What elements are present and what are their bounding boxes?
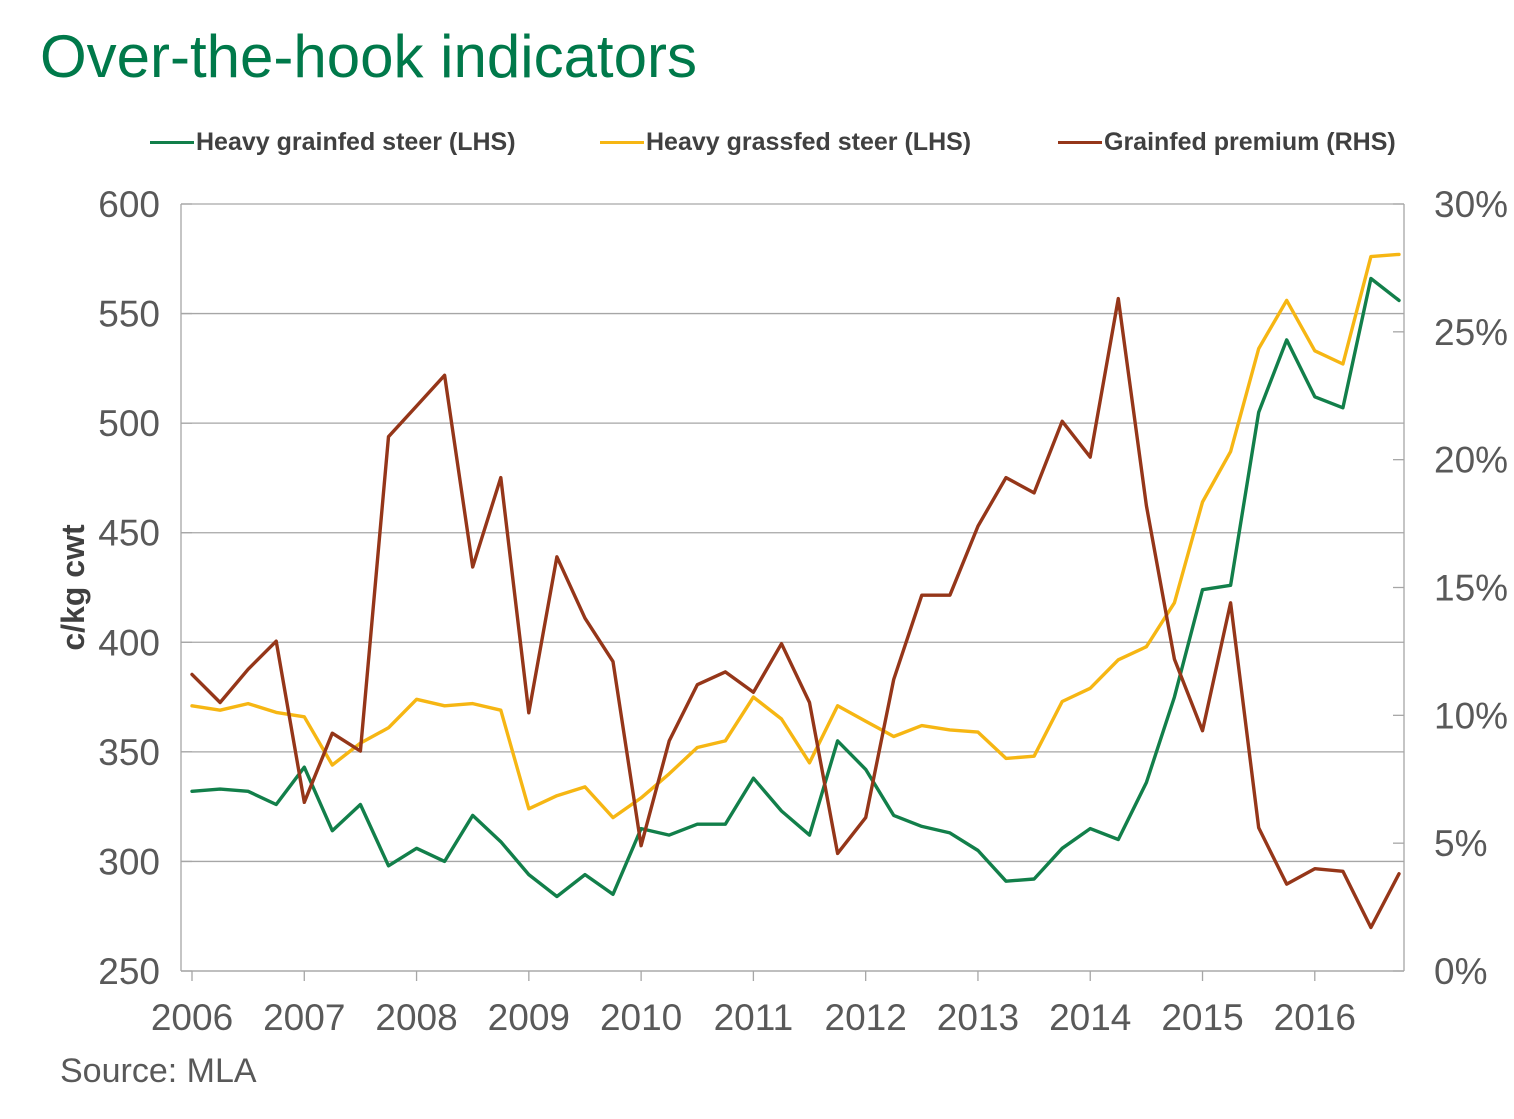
y-tick-label-right: 5%	[1434, 823, 1487, 864]
y-tick-label-left: 300	[98, 841, 160, 882]
x-tick-label: 2014	[1049, 997, 1131, 1038]
y-tick-label-right: 10%	[1434, 695, 1508, 736]
y-tick-label-left: 350	[98, 732, 160, 773]
legend-label-grainfed-premium: Grainfed premium (RHS)	[1104, 128, 1396, 156]
x-tick-label: 2006	[151, 997, 233, 1038]
chart-title: Over-the-hook indicators	[40, 23, 697, 90]
legend-swatch-grainfed-steer	[150, 141, 194, 144]
x-tick-label: 2009	[488, 997, 570, 1038]
x-tick-label: 2013	[937, 997, 1019, 1038]
y-tick-label-left: 500	[98, 403, 160, 444]
legend-label-grassfed-steer: Heavy grassfed steer (LHS)	[646, 128, 972, 156]
y-tick-label-left: 400	[98, 622, 160, 663]
legend-label-grainfed-steer: Heavy grainfed steer (LHS)	[196, 128, 516, 156]
x-tick-label: 2008	[375, 997, 457, 1038]
y-tick-label-right: 30%	[1434, 184, 1508, 225]
x-tick-label: 2010	[600, 997, 682, 1038]
y-tick-label-right: 20%	[1434, 440, 1508, 481]
legend-swatch-grainfed-premium	[1058, 141, 1102, 144]
legend-item-grainfed-steer: Heavy grainfed steer (LHS)	[150, 128, 516, 157]
x-tick-label: 2016	[1274, 997, 1356, 1038]
legend-item-grainfed-premium: Grainfed premium (RHS)	[1058, 128, 1396, 157]
y-tick-label-left: 250	[98, 951, 160, 992]
y-tick-label-left: 550	[98, 294, 160, 335]
series-lines	[190, 252, 1401, 930]
y-tick-label-right: 25%	[1434, 312, 1508, 353]
x-tick-label: 2011	[714, 997, 794, 1038]
y-axis-title: c/kg cwt	[55, 524, 91, 651]
series-line-grassfed-steer	[190, 252, 1401, 820]
x-tick-label: 2007	[263, 997, 345, 1038]
y-tick-label-left: 450	[98, 513, 160, 554]
series-line-grainfed-steer	[190, 276, 1401, 899]
legend-swatch-grassfed-steer	[600, 141, 644, 144]
series-line-grainfed-premium	[190, 296, 1401, 930]
y-tick-label-left: 600	[98, 184, 160, 225]
axes	[180, 203, 1405, 981]
y-tick-label-right: 15%	[1434, 568, 1508, 609]
x-tick-label: 2012	[825, 997, 907, 1038]
legend: Heavy grainfed steer (LHS) Heavy grassfe…	[0, 128, 1514, 168]
axis-labels: 250 300 350 400 450 500 550 600 0% 5% 10% 15% 20% 25%…	[55, 184, 1508, 1038]
source-note: Source: MLA	[60, 1052, 257, 1090]
legend-item-grassfed-steer: Heavy grassfed steer (LHS)	[600, 128, 971, 157]
y-tick-label-right: 0%	[1434, 951, 1487, 992]
x-tick-label: 2015	[1161, 997, 1243, 1038]
